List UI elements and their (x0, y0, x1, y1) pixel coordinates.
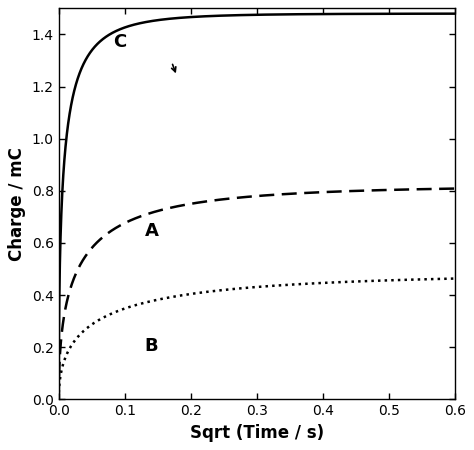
Y-axis label: Charge / mC: Charge / mC (9, 147, 27, 261)
Text: B: B (145, 337, 158, 355)
Text: A: A (145, 222, 158, 240)
Text: C: C (113, 33, 126, 51)
X-axis label: Sqrt (Time / s): Sqrt (Time / s) (190, 423, 324, 441)
